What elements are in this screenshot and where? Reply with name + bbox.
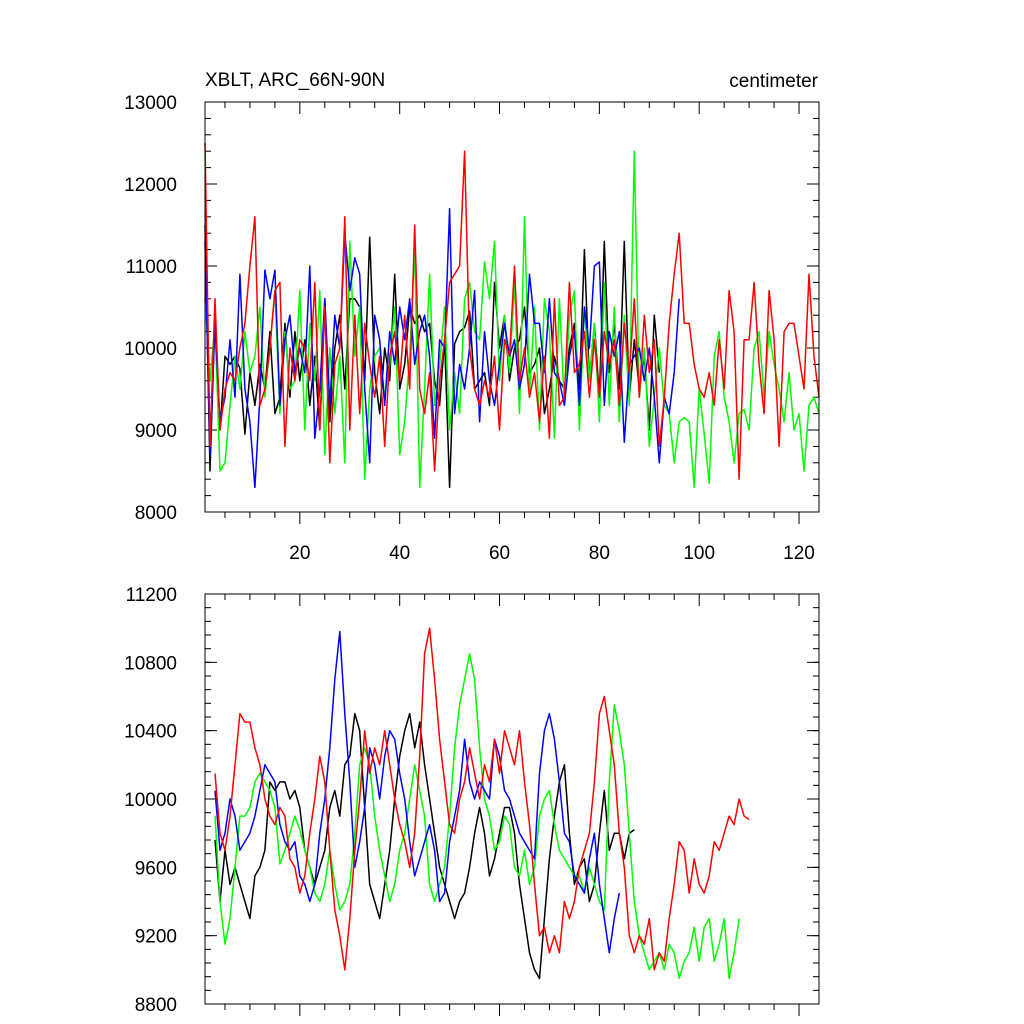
top-x-tick-label: 100	[683, 543, 715, 564]
top-x-tick-label: 60	[489, 543, 510, 564]
bottom-y-tick-label: 10400	[124, 722, 177, 743]
top-plot-frame	[204, 101, 820, 513]
top-axis-ticks: 8000 9000 10000 11000 12000 13000 20 40 60 80 100 1…	[124, 93, 819, 564]
chart-title: XBLT, ARC_66N-90N	[205, 70, 385, 91]
top-series-lines	[204, 142, 820, 489]
top-x-tick-label: 20	[289, 543, 310, 564]
top-y-tick-label: 13000	[124, 93, 177, 114]
bottom-series-line-3	[214, 627, 750, 971]
top-y-tick-label: 8000	[135, 503, 177, 524]
bottom-y-tick-label: 8800	[135, 995, 177, 1016]
bottom-series-line-1	[214, 653, 740, 980]
bottom-y-tick-label: 10000	[124, 790, 177, 811]
bottom-plot-frame	[204, 593, 820, 1005]
top-series-line-1	[204, 150, 820, 489]
units-label: centimeter	[729, 71, 818, 92]
bottom-y-tick-label: 9200	[135, 927, 177, 948]
top-x-tick-label: 80	[589, 543, 610, 564]
top-y-tick-label: 11000	[126, 257, 177, 278]
top-y-tick-label: 10000	[124, 339, 177, 360]
top-x-tick-label: 40	[389, 543, 410, 564]
bottom-y-tick-label: 10800	[124, 653, 177, 674]
bottom-y-tick-label: 9600	[135, 858, 177, 879]
top-x-tick-label: 120	[783, 543, 815, 564]
bottom-series-line-0	[214, 712, 635, 980]
top-y-tick-label: 9000	[135, 421, 177, 442]
top-panel: XBLT, ARC_66N-90N centimeter 8000 9000 100…	[124, 70, 820, 564]
bottom-series-lines	[214, 627, 750, 980]
top-series-line-3	[204, 142, 820, 480]
top-series-line-2	[204, 207, 680, 489]
bottom-axis-ticks: 8800 9200 9600 10000 10400 10800 11200	[124, 585, 819, 1016]
top-y-tick-label: 12000	[124, 175, 177, 196]
bottom-series-line-2	[214, 630, 621, 954]
bottom-panel: 8800 9200 9600 10000 10400 10800 11200	[124, 585, 820, 1016]
bottom-y-tick-label: 11200	[126, 585, 177, 606]
